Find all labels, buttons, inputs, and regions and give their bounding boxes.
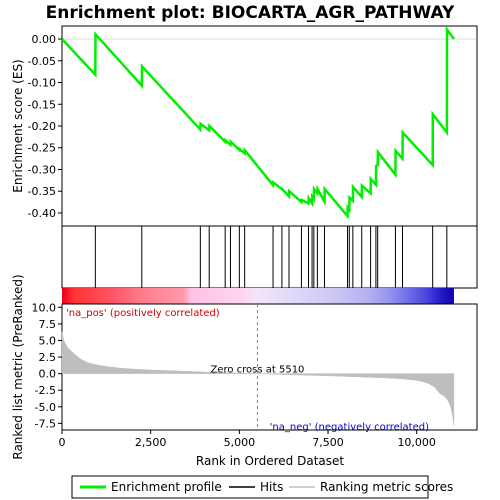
rank-color-bar xyxy=(62,288,454,304)
legend-hits-label: Hits xyxy=(260,480,283,494)
metric-y-tick-label: 0.0 xyxy=(39,368,57,381)
legend: Enrichment profile Hits Ranking metric s… xyxy=(71,475,453,499)
metric-y-tick-label: 5.0 xyxy=(39,334,57,347)
es-y-tick-label: 0.00 xyxy=(32,33,57,46)
chart-title: Enrichment plot: BIOCARTA_AGR_PATHWAY xyxy=(46,3,455,23)
x-tick-label: 10,000 xyxy=(397,436,436,449)
x-tick-label: 5,000 xyxy=(224,436,256,449)
es-y-tick-label: -0.40 xyxy=(28,207,56,220)
metric-axis-title: Ranked list metric (PreRanked) xyxy=(11,274,25,459)
metric-y-tick-label: -5.0 xyxy=(35,401,56,414)
es-y-tick-label: -0.35 xyxy=(28,185,56,198)
es-y-tick-label: -0.10 xyxy=(28,77,56,90)
metric-panel: 10.0 7.5 5.0 2.5 0.0 -2.5 -5.0 -7.5 0 2,500 5,000… xyxy=(11,274,478,468)
neg-correlated-label: 'na_neg' (negatively correlated) xyxy=(270,422,429,433)
metric-y-tick-label: -2.5 xyxy=(35,384,56,397)
x-axis-title: Rank in Ordered Dataset xyxy=(196,454,344,468)
metric-y-tick-label: 10.0 xyxy=(32,301,57,314)
es-y-tick-label: -0.30 xyxy=(28,163,56,176)
x-tick-label: 0 xyxy=(59,436,66,449)
legend-metric-label: Ranking metric scores xyxy=(320,480,453,494)
metric-y-tick-label: 2.5 xyxy=(39,351,57,364)
metric-y-axis: 10.0 7.5 5.0 2.5 0.0 -2.5 -5.0 -7.5 xyxy=(32,301,62,430)
es-y-tick-label: -0.20 xyxy=(28,120,56,133)
es-axis-title: Enrichment score (ES) xyxy=(11,59,25,192)
hits-panel xyxy=(61,225,478,289)
es-y-axis: 0.00 -0.05 -0.10 -0.15 -0.20 -0.25 -0.30 -0.35 -… xyxy=(28,33,62,220)
es-y-tick-label: -0.05 xyxy=(28,55,56,68)
rank-x-axis: 0 2,500 5,000 7,500 10,000 xyxy=(59,430,436,449)
es-y-tick-label: -0.25 xyxy=(28,142,56,155)
x-tick-label: 2,500 xyxy=(135,436,167,449)
rank-gradient-bar xyxy=(62,288,454,304)
hit-marks xyxy=(94,226,448,288)
es-y-tick-label: -0.15 xyxy=(28,98,56,111)
enrichment-profile-line xyxy=(61,25,455,220)
metric-panel-frame xyxy=(61,303,478,431)
metric-y-tick-label: 7.5 xyxy=(39,318,57,331)
hits-panel-frame xyxy=(61,225,478,289)
metric-y-tick-label: -7.5 xyxy=(35,417,56,430)
pos-correlated-label: 'na_pos' (positively correlated) xyxy=(66,308,220,319)
legend-profile-label: Enrichment profile xyxy=(111,480,222,494)
x-tick-label: 7,500 xyxy=(312,436,344,449)
zero-cross-label: Zero cross at 5510 xyxy=(210,365,304,376)
es-panel: 0.00 -0.05 -0.10 -0.15 -0.20 -0.25 -0.30 -0.35 -… xyxy=(11,25,478,227)
es-panel-frame xyxy=(61,25,478,227)
ranking-metric-area xyxy=(61,331,455,426)
